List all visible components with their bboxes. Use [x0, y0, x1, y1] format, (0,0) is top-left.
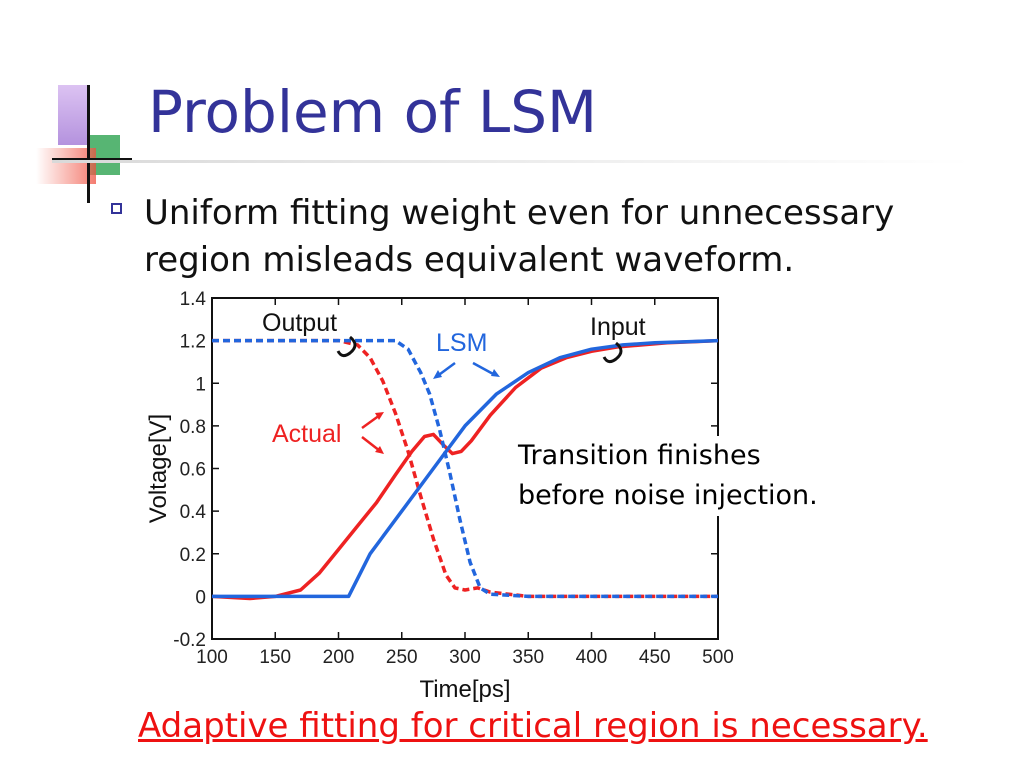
lsm-arrow-left-head: [433, 370, 442, 379]
x-tick-label: 450: [639, 647, 671, 668]
series-line-4: [212, 338, 718, 599]
lsm-arrow-right-head: [491, 369, 500, 377]
conclusion-text: Adaptive fitting for critical region is …: [138, 706, 928, 746]
output-label: Output: [262, 309, 337, 337]
input-label: Input: [590, 313, 646, 341]
annotation-line-2: before noise injection.: [518, 480, 818, 511]
actual-arrow-up: [361, 413, 381, 430]
y-tick-label: 0.8: [180, 417, 206, 438]
x-tick-label: 350: [512, 647, 544, 668]
y-tick-label: 1.2: [180, 332, 206, 353]
y-tick-label: 0.4: [180, 502, 207, 523]
x-tick-label: 400: [576, 647, 608, 668]
bullet-square-icon: [111, 203, 122, 214]
actual-label: Actual: [272, 420, 341, 448]
actual-arrow-up-head: [375, 412, 384, 420]
annotation-line-1: Transition finishes: [518, 440, 761, 471]
actual-arrow-down-head: [375, 446, 384, 454]
x-tick-label: 500: [702, 647, 734, 668]
series-line-3: [212, 338, 719, 599]
input-hook-icon: [602, 341, 623, 364]
x-tick-label: 200: [323, 647, 355, 668]
x-tick-label: 150: [259, 647, 291, 668]
x-tick-label: 100: [196, 647, 228, 668]
transition-annotation: Transition finishes before noise injecti…: [514, 436, 822, 516]
x-tick-label: 300: [449, 647, 481, 668]
lsm-label: LSM: [436, 329, 487, 357]
slide-title: Problem of LSM: [148, 78, 598, 146]
y-tick-label: 0: [195, 587, 206, 608]
output-hook-icon: [336, 335, 357, 358]
bullet-text: Uniform fitting weight even for unnecess…: [144, 193, 895, 280]
x-tick-label: 250: [386, 647, 418, 668]
y-tick-label: 0.6: [180, 460, 206, 481]
y-tick-label: 0.2: [180, 545, 206, 566]
y-axis-label: Voltage[V]: [145, 414, 172, 523]
y-tick-label: -0.2: [173, 630, 206, 651]
lsm-arrow-right: [472, 361, 496, 377]
x-axis-label: Time[ps]: [419, 676, 510, 703]
y-tick-label: 1.4: [180, 289, 207, 310]
y-tick-label: 1: [195, 374, 206, 395]
actual-arrow-down: [361, 436, 381, 452]
title-divider: [52, 160, 972, 163]
